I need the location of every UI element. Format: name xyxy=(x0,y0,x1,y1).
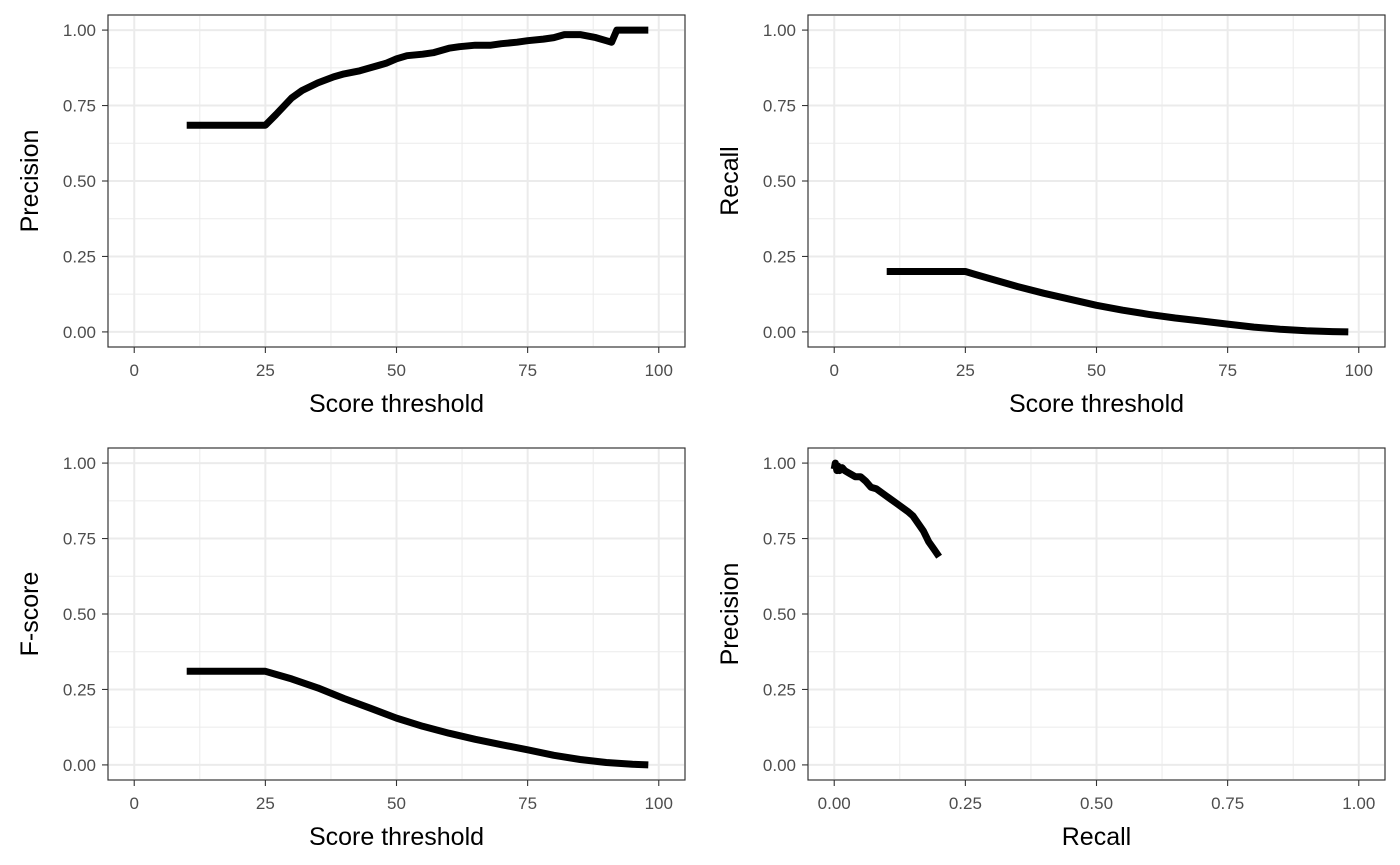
y-axis-title: Precision xyxy=(16,130,44,233)
chart-panel-1: 0 25 50 75 100 0.00 0.25 0.50 0.75 1.00 Score thre… xyxy=(16,14,686,418)
x-tick-label: 25 xyxy=(956,361,975,380)
x-tick-label: 0 xyxy=(129,794,138,813)
y-axis-title: Recall xyxy=(716,146,744,215)
y-axis-title: Precision xyxy=(716,563,744,666)
y-tick-label: 1.00 xyxy=(763,21,796,40)
x-tick-label: 0.75 xyxy=(1211,794,1244,813)
y-tick-label: 0.75 xyxy=(63,97,96,116)
x-tick-label: 25 xyxy=(256,361,275,380)
y-tick-label: 0.75 xyxy=(763,97,796,116)
x-axis-title: Score threshold xyxy=(309,823,484,851)
y-tick-label: 0.25 xyxy=(63,680,96,699)
y-axis-title: F-score xyxy=(16,572,44,657)
x-tick-label: 50 xyxy=(387,361,406,380)
y-tick-label: 1.00 xyxy=(63,454,96,473)
y-tick-label: 0.50 xyxy=(63,172,96,191)
x-tick-label: 100 xyxy=(1345,361,1373,380)
y-tick-label: 0.00 xyxy=(63,756,96,775)
y-tick-label: 0.50 xyxy=(63,605,96,624)
x-tick-label: 0.00 xyxy=(818,794,851,813)
chart-panel-2: 0 25 50 75 100 0.00 0.25 0.50 0.75 1.00 Score thre… xyxy=(716,14,1386,418)
x-tick-label: 0 xyxy=(129,361,138,380)
x-tick-label: 0.50 xyxy=(1080,794,1113,813)
x-tick-label: 1.00 xyxy=(1342,794,1375,813)
x-axis-title: Score threshold xyxy=(1009,390,1184,418)
y-tick-label: 1.00 xyxy=(763,454,796,473)
y-tick-label: 0.00 xyxy=(763,323,796,342)
y-tick-label: 1.00 xyxy=(63,21,96,40)
y-tick-label: 0.25 xyxy=(63,247,96,266)
x-tick-label: 75 xyxy=(518,794,537,813)
data-line xyxy=(186,26,649,129)
x-tick-label: 100 xyxy=(645,794,673,813)
x-tick-label: 75 xyxy=(1218,361,1237,380)
y-tick-label: 0.00 xyxy=(763,756,796,775)
x-tick-label: 0.25 xyxy=(949,794,982,813)
chart-panel-3: 0 25 50 75 100 0.00 0.25 0.50 0.75 1.00 Score thre… xyxy=(16,447,686,851)
data-line xyxy=(186,667,649,769)
x-tick-label: 50 xyxy=(1087,361,1106,380)
y-tick-label: 0.25 xyxy=(763,247,796,266)
x-tick-label: 0 xyxy=(829,361,838,380)
data-line xyxy=(830,459,942,559)
y-tick-label: 0.25 xyxy=(763,680,796,699)
y-tick-label: 0.75 xyxy=(763,530,796,549)
x-tick-label: 100 xyxy=(645,361,673,380)
data-line xyxy=(886,268,1349,336)
y-tick-label: 0.50 xyxy=(763,605,796,624)
chart-panel-4: 0.00 0.25 0.50 0.75 1.00 0.00 0.25 0.50 0.75 1.00… xyxy=(716,447,1386,851)
x-tick-label: 75 xyxy=(518,361,537,380)
x-tick-label: 25 xyxy=(256,794,275,813)
x-axis-title: Score threshold xyxy=(309,390,484,418)
y-tick-label: 0.75 xyxy=(63,530,96,549)
x-tick-label: 50 xyxy=(387,794,406,813)
y-tick-label: 0.00 xyxy=(63,323,96,342)
x-axis-title: Recall xyxy=(1062,823,1131,851)
y-tick-label: 0.50 xyxy=(763,172,796,191)
